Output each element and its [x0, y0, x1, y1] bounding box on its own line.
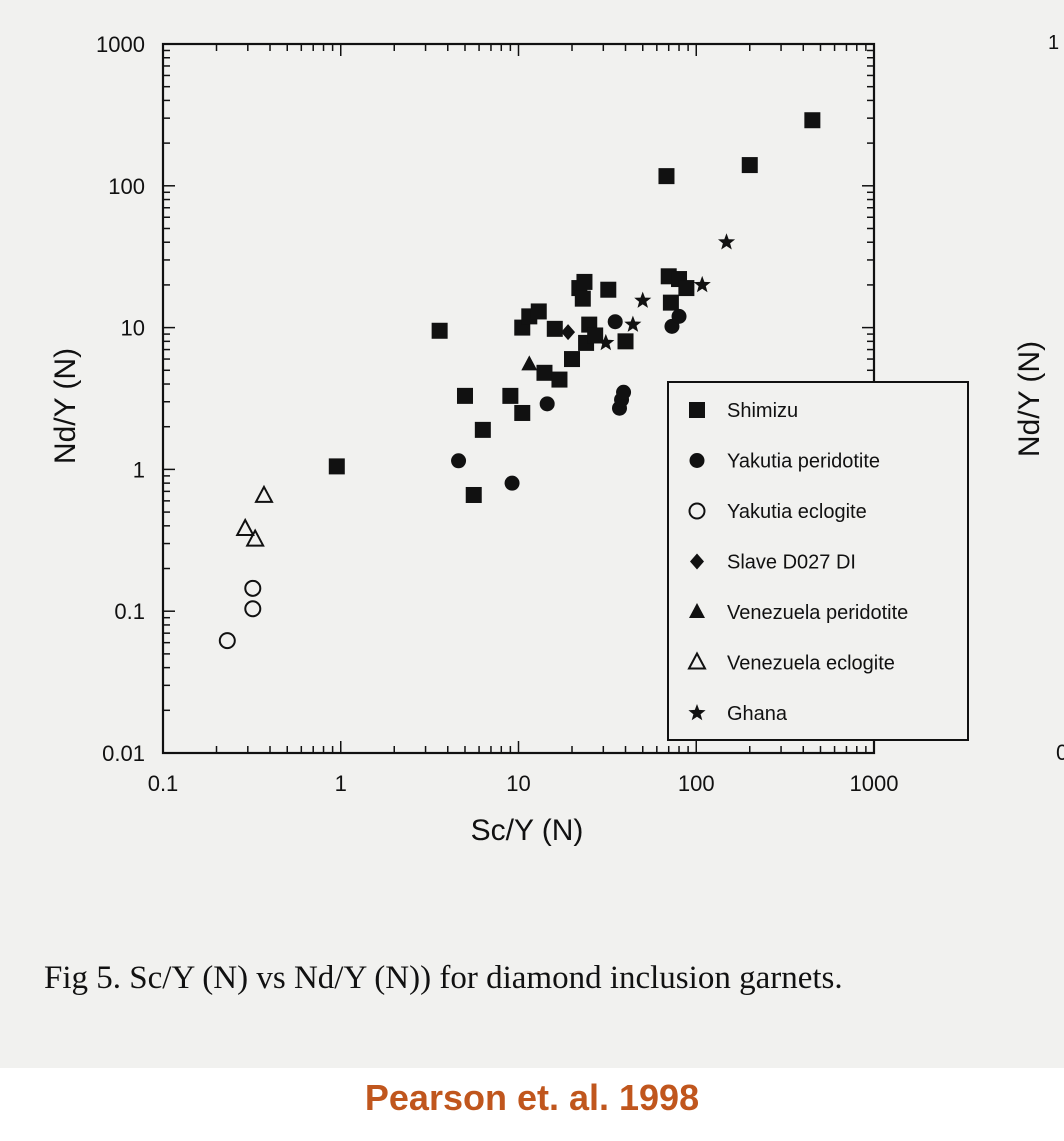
adjacent-axis-title: Nd/Y (N)	[1013, 341, 1046, 457]
series-ghana	[597, 233, 736, 351]
x-tick-label: 1000	[850, 771, 899, 796]
legend-marker	[688, 704, 706, 721]
x-axis-title: Sc/Y (N)	[471, 814, 584, 847]
data-point	[658, 168, 675, 185]
data-point	[551, 371, 568, 388]
data-point	[530, 303, 547, 320]
y-tick-label: 0.1	[114, 599, 145, 624]
x-tick-label: 0.1	[148, 771, 179, 796]
data-point	[244, 600, 262, 618]
data-point	[502, 387, 519, 404]
data-point	[576, 273, 593, 290]
legend-box	[667, 381, 969, 741]
y-tick-label: 1000	[96, 32, 145, 57]
data-point	[504, 475, 520, 491]
series-yakutia-eclogite	[218, 579, 262, 650]
data-point	[741, 157, 758, 174]
data-point	[624, 315, 642, 332]
data-point	[514, 404, 531, 421]
axis-ticks	[162, 44, 874, 754]
adjacent-tick-mark: 1	[1048, 32, 1059, 54]
data-point	[600, 281, 617, 298]
data-point	[451, 453, 467, 469]
data-point	[254, 484, 274, 503]
data-point	[564, 351, 581, 368]
data-point	[235, 517, 255, 536]
y-axis-title: Nd/Y (N)	[49, 348, 82, 464]
data-point	[465, 486, 482, 503]
data-point	[218, 632, 236, 650]
legend-label: Ghana	[727, 703, 788, 725]
adjacent-figure-fragment: 1 Nd/Y (N) 0	[1013, 32, 1064, 765]
adjacent-tick-mark-bottom: 0	[1056, 740, 1064, 765]
legend-label: Yakutia peridotite	[727, 451, 880, 473]
legend-label: Shimizu	[727, 400, 798, 422]
data-point	[662, 294, 679, 311]
data-point	[431, 322, 448, 339]
data-point	[244, 579, 262, 597]
citation-label: Pearson et. al. 1998	[0, 1068, 1064, 1141]
y-tick-label: 0.01	[102, 741, 145, 766]
legend-marker	[690, 553, 704, 570]
data-point	[607, 314, 623, 330]
data-point	[574, 290, 591, 307]
data-point	[474, 421, 491, 438]
data-point	[634, 291, 652, 308]
data-point	[456, 387, 473, 404]
series-shimizu	[328, 112, 821, 503]
legend-marker	[688, 502, 706, 520]
data-point	[536, 364, 553, 381]
legend-label: Yakutia eclogite	[727, 501, 867, 523]
x-tick-label: 10	[506, 771, 530, 796]
legend-marker	[689, 603, 705, 618]
y-tick-labels: 0.01 0.1 1 10 100 1000	[96, 32, 145, 766]
x-tick-labels: 0.1 1 10 100 1000	[148, 771, 899, 796]
series-venezuela-peridotite	[521, 355, 538, 371]
y-tick-label: 10	[121, 316, 145, 341]
legend-marker	[687, 651, 707, 670]
data-point	[245, 528, 265, 547]
legend-label: Venezuela eclogite	[727, 653, 895, 675]
data-point	[678, 280, 695, 297]
series-slave-d027-di	[561, 324, 576, 341]
data-point	[597, 333, 615, 351]
data-point	[617, 333, 634, 350]
legend-label: Venezuela peridotite	[727, 602, 908, 624]
legend-marker	[689, 453, 705, 468]
data-points	[218, 112, 821, 650]
data-point	[804, 112, 821, 129]
x-tick-label: 1	[335, 771, 347, 796]
data-point	[561, 324, 576, 341]
x-tick-label: 100	[678, 771, 715, 796]
data-point	[718, 233, 736, 250]
data-point	[587, 327, 604, 344]
y-tick-label: 100	[108, 174, 145, 199]
data-point	[671, 308, 687, 324]
data-point	[521, 355, 538, 371]
legend-marker	[689, 402, 705, 418]
data-point	[693, 275, 711, 293]
series-venezuela-eclogite	[235, 484, 274, 547]
legend: Shimizu Yakutia peridotite Yakutia eclogit…	[667, 381, 969, 741]
legend-label: Slave D027 DI	[727, 552, 856, 574]
data-point	[539, 396, 555, 412]
data-point	[546, 320, 563, 337]
data-point	[328, 458, 345, 475]
series-yakutia-peridotite	[451, 308, 687, 491]
figure-caption: Fig 5. Sc/Y (N) vs Nd/Y (N)) for diamond…	[44, 960, 843, 996]
y-tick-label: 1	[133, 457, 145, 482]
data-point	[616, 384, 632, 400]
